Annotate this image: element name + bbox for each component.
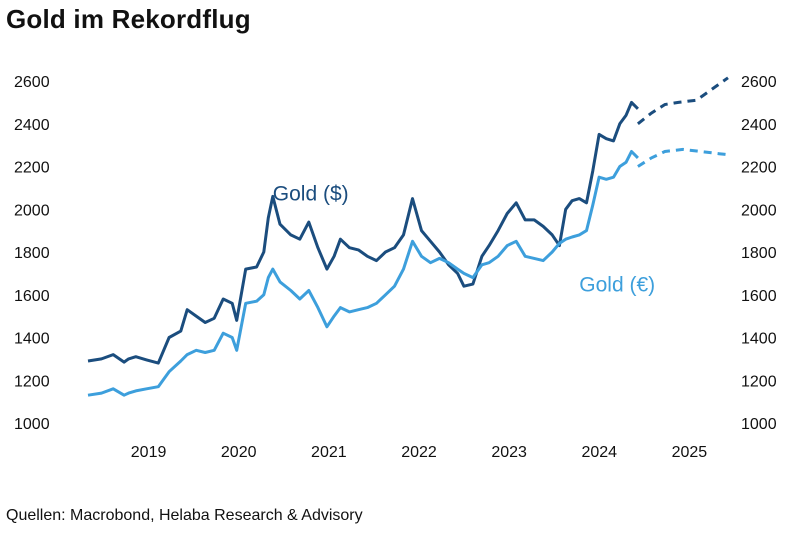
y-tick-label-right: 1400	[741, 331, 777, 348]
y-tick-label-right: 2600	[741, 74, 777, 91]
source-note: Quellen: Macrobond, Helaba Research & Ad…	[6, 507, 363, 524]
series-line-usd	[87, 100, 639, 365]
y-tick-label-right: 1800	[741, 245, 777, 262]
gold-line-chart: 1000 1200 1400 1600 1800 2000 2200 2400 2600 100…	[14, 74, 777, 461]
y-tick-label-left: 1600	[14, 288, 50, 305]
y-tick-label-left: 2400	[14, 117, 50, 134]
series-lines	[87, 76, 729, 397]
x-tick-label: 2021	[311, 444, 347, 461]
right-y-axis: 1000 1200 1400 1600 1800 2000 2200 2400 2600	[741, 74, 777, 433]
series-line-eur	[87, 150, 639, 397]
left-y-axis: 1000 1200 1400 1600 1800 2000 2200 2400 2600	[14, 74, 50, 433]
y-tick-label-left: 1400	[14, 331, 50, 348]
y-tick-label-left: 1800	[14, 245, 50, 262]
series-label-usd: Gold ($)	[273, 183, 349, 206]
y-tick-label-left: 2600	[14, 74, 50, 91]
x-tick-label: 2022	[401, 444, 437, 461]
y-tick-label-left: 1000	[14, 416, 50, 433]
chart-title: Gold im Rekordflug	[6, 4, 251, 34]
y-tick-label-right: 2000	[741, 202, 777, 219]
y-tick-label-right: 1200	[741, 373, 777, 390]
y-tick-label-right: 1000	[741, 416, 777, 433]
y-tick-label-left: 1200	[14, 373, 50, 390]
series-label-eur: Gold (€)	[579, 274, 655, 297]
y-tick-label-right: 1600	[741, 288, 777, 305]
series-forecast-eur	[637, 147, 729, 168]
x-axis: 2019 2020 2021 2022 2023 2024 2025	[131, 444, 708, 461]
series-labels: Gold ($) Gold (€)	[273, 183, 655, 297]
y-tick-label-right: 2400	[741, 117, 777, 134]
x-tick-label: 2024	[581, 444, 617, 461]
x-tick-label: 2025	[672, 444, 708, 461]
y-tick-label-left: 2000	[14, 202, 50, 219]
y-tick-label-right: 2200	[741, 160, 777, 177]
x-tick-label: 2023	[491, 444, 527, 461]
x-tick-label: 2019	[131, 444, 167, 461]
x-tick-label: 2020	[221, 444, 257, 461]
y-tick-label-left: 2200	[14, 160, 50, 177]
series-forecast-usd	[636, 76, 729, 125]
